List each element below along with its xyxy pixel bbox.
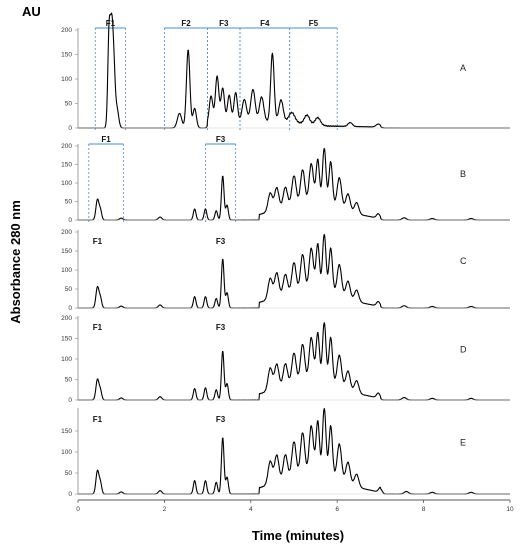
panel-label: C (460, 256, 467, 266)
panel-label: A (460, 63, 466, 73)
panels-group: 0 50 100 150 200 F1 F2 F3 F4 F5 A 0 50 100 150 200 F1 F3 B… (61, 12, 511, 498)
y-tick-label: 150 (61, 336, 72, 343)
panel-label: E (460, 437, 466, 447)
y-tick-label: 100 (61, 180, 72, 187)
y-tick-label: 100 (61, 356, 72, 363)
y-tick-label: 100 (61, 449, 72, 456)
y-tick-label: 50 (65, 470, 73, 477)
peak-label: F3 (216, 415, 226, 424)
y-tick-label: 100 (61, 76, 72, 83)
y-tick-label: 200 (61, 143, 72, 150)
y-tick-label: 150 (61, 52, 72, 59)
y-tick-label: 150 (61, 428, 72, 435)
y-tick-label: 0 (68, 217, 72, 224)
fraction-label: F1 (106, 19, 116, 28)
x-tick-label: 2 (163, 506, 167, 513)
chromatogram-trace-d (77, 322, 511, 401)
panel-b: 0 50 100 150 200 F1 F3 B (61, 135, 511, 224)
panel-label: B (460, 169, 466, 179)
fraction-label: F2 (181, 19, 191, 28)
fraction-label: F4 (260, 19, 270, 28)
peak-label: F1 (93, 323, 103, 332)
y-tick-label: 200 (61, 229, 72, 236)
fraction-label: F3 (216, 135, 226, 144)
chromatogram-trace-e (77, 407, 511, 495)
x-axis-title: Time (minutes) (252, 528, 344, 543)
x-tick-label: 10 (506, 506, 514, 513)
x-axis: 0 2 4 6 8 10 (76, 499, 514, 513)
y-tick-label: 200 (61, 27, 72, 34)
peak-label: F3 (216, 237, 226, 246)
panel-e: 0 50 100 150 F1 F3 E (61, 407, 511, 498)
peak-label: F3 (216, 323, 226, 332)
y-tick-label: 200 (61, 315, 72, 322)
peak-label: F1 (93, 415, 103, 424)
y-tick-label: 150 (61, 162, 72, 169)
fraction-label: F1 (101, 135, 111, 144)
peak-label: F1 (93, 237, 103, 246)
y-tick-label: 50 (65, 377, 73, 384)
x-tick-label: 4 (249, 506, 253, 513)
panel-label: D (460, 344, 467, 354)
y-axis-title: Absorbance 280 nm (8, 200, 23, 324)
x-tick-label: 6 (335, 506, 339, 513)
chromatogram-trace-b (77, 147, 511, 221)
x-tick-label: 0 (76, 506, 80, 513)
fraction-label: F5 (309, 19, 319, 28)
y-unit-label: AU (22, 4, 41, 19)
y-tick-label: 50 (65, 199, 73, 206)
x-tick-label: 8 (422, 506, 426, 513)
y-tick-label: 50 (65, 286, 73, 293)
fraction-label: F3 (219, 19, 229, 28)
chromatogram-trace-c (77, 233, 511, 309)
y-tick-label: 100 (61, 267, 72, 274)
y-tick-label: 0 (68, 397, 72, 404)
y-tick-label: 150 (61, 248, 72, 255)
chromatogram-trace-a (77, 12, 511, 129)
y-tick-label: 0 (68, 305, 72, 312)
panel-a: 0 50 100 150 200 F1 F2 F3 F4 F5 A (61, 12, 511, 132)
y-tick-label: 50 (65, 101, 73, 108)
panel-d: 0 50 100 150 200 F1 F3 D (61, 315, 511, 404)
y-tick-label: 0 (68, 125, 72, 132)
panel-c: 0 50 100 150 200 F1 F3 C (61, 229, 511, 312)
y-tick-label: 0 (68, 491, 72, 498)
